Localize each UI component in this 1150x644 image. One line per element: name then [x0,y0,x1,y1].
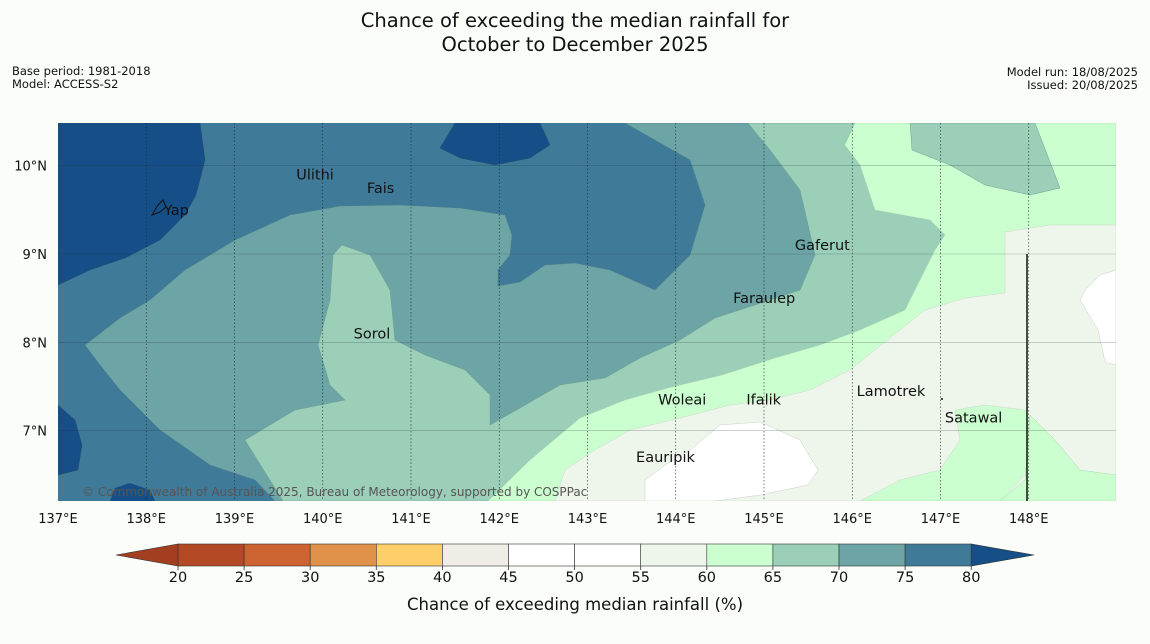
colorbar-swatch [574,543,641,567]
contour-60-65-southeast [999,414,1116,501]
colorbar-swatch [838,543,906,567]
latitude-labels: 10°N 9°N 8°N 7°N [14,160,47,440]
longitude-tick-label: 146°E [832,512,872,527]
satawal-dot [941,398,943,400]
colorbar-tick-label: 40 [433,570,451,586]
yap-island-outline [150,199,167,216]
place-label-eauripik: Eauripik [636,450,695,466]
colorbar-tick-label: 45 [499,570,517,586]
place-label-lamotrek: Lamotrek [857,384,926,400]
title-line-2: October to December 2025 [441,33,709,56]
place-label-ulithi: Ulithi [296,168,334,184]
latitude-tick-label: 10°N [14,160,47,175]
rainfall-map: Yap Ulithi Fais Gaferut Faraulep Sorol Lamotre… [58,123,1116,501]
longitude-tick-label: 142°E [479,512,519,527]
latitude-tick-label: 9°N [23,248,48,263]
model-run-text: Model run: 18/08/2025 [1006,65,1138,79]
place-label-ifalik: Ifalik [746,393,781,409]
colorbar-swatch [508,543,575,567]
title-line-1: Chance of exceeding the median rainfall … [360,9,790,32]
place-label-woleai: Woleai [658,393,706,409]
meta-left: Base period: 1981-2018 Model: ACCESS-S2 [12,65,151,91]
colorbar-tick-label: 70 [830,570,848,586]
colorbar-tick-label: 35 [367,570,385,586]
longitude-tick-label: 144°E [656,512,696,527]
colorbar-tick-label: 50 [565,570,583,586]
colorbar-tick-label: 30 [301,570,319,586]
longitude-tick-label: 137°E [38,512,78,527]
colorbar-swatch [375,543,443,567]
meta-right: Model run: 18/08/2025 Issued: 20/08/2025 [1007,66,1138,92]
colorbar-swatch [177,543,245,567]
longitude-tick-label: 140°E [303,512,343,527]
colorbar-swatch [309,543,377,567]
colorbar-swatch [442,543,509,567]
colorbar: 20 25 30 35 40 45 50 55 60 65 70 75 80 [115,543,1035,586]
place-label-gaferut: Gaferut [795,238,850,254]
contour-over-80-south [110,483,155,501]
colorbar-tick-label: 80 [962,570,980,586]
model-text: Model: ACCESS-S2 [12,77,119,91]
colorbar-under-arrow [115,543,179,567]
longitude-tick-label: 145°E [744,512,784,527]
place-label-satawal: Satawal [945,410,1002,426]
colorbar-swatch [706,543,774,567]
longitude-labels: 137°E 138°E 139°E 140°E 141°E 142°E 143°E 144°E… [38,512,1048,527]
colorbar-tick-label: 60 [698,570,716,586]
latitude-tick-label: 7°N [23,425,48,440]
colorbar-swatch [772,543,840,567]
place-label-sorol: Sorol [354,326,391,342]
colorbar-label: Chance of exceeding median rainfall (%) [407,595,743,614]
map-gridlines [58,123,1116,501]
contour-over-80-north [439,123,551,166]
longitude-tick-label: 148°E [1009,512,1049,527]
colorbar-swatch [904,543,972,567]
place-labels: Yap Ulithi Fais Gaferut Faraulep Sorol Lamotre… [163,168,1002,467]
contour-65-70-northeast [909,123,1061,196]
issued-text: Issued: 20/08/2025 [1027,78,1138,92]
copyright-credit: © Commonwealth of Australia 2025, Bureau… [82,485,587,499]
contour-over-80-west [58,123,206,286]
colorbar-tick-label: 25 [235,570,253,586]
place-label-fais: Fais [367,181,394,197]
place-label-faraulep: Faraulep [733,291,795,307]
colorbar-swatch [243,543,311,567]
contour-over-80-southwest [58,404,83,476]
place-label-yap: Yap [163,203,189,219]
colorbar-tick-label: 65 [764,570,782,586]
colorbar-tick-label: 55 [631,570,649,586]
map-title: Chance of exceeding the median rainfall … [0,9,1150,57]
colorbar-tick-label: 75 [896,570,914,586]
latitude-tick-label: 8°N [23,336,48,351]
contour-50-55-east [1079,269,1116,366]
base-period-text: Base period: 1981-2018 [12,64,151,78]
longitude-tick-label: 139°E [215,512,255,527]
longitude-tick-label: 143°E [568,512,608,527]
contour-50-55-south [644,421,819,501]
longitude-tick-label: 147°E [921,512,961,527]
longitude-tick-label: 141°E [391,512,431,527]
colorbar-over-arrow [970,543,1035,567]
colorbar-swatch [640,543,708,567]
longitude-tick-label: 138°E [126,512,166,527]
colorbar-tick-label: 20 [169,570,187,586]
